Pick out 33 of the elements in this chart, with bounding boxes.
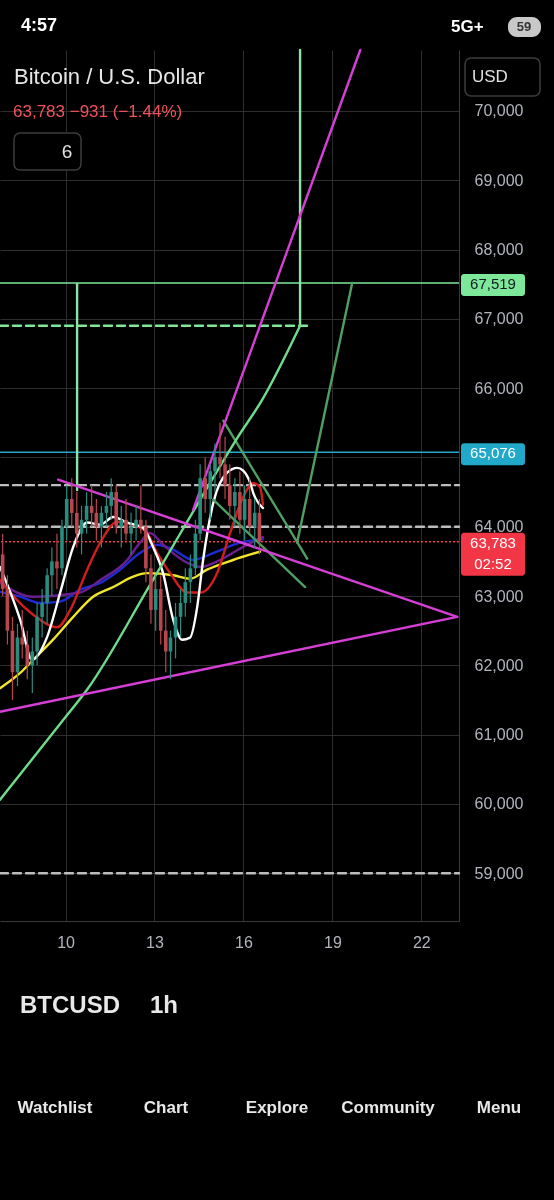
y-tick-label: 63,000 (474, 587, 524, 605)
x-tick-label: 13 (146, 933, 164, 951)
text: USD (472, 67, 508, 86)
text: Chart (143, 1098, 189, 1117)
text: 59 (516, 19, 532, 34)
y-tick-label: 68,000 (474, 241, 524, 259)
text: Menu (476, 1098, 522, 1117)
y-tick-label: 64,000 (474, 518, 524, 536)
y-tick-label: 67,000 (474, 310, 524, 328)
text: 5G+ (451, 17, 484, 36)
x-tick-label: 10 (57, 933, 76, 951)
x-tick-label: 19 (323, 933, 342, 951)
text: Explore (245, 1098, 309, 1117)
x-tick-label: 22 (412, 933, 431, 951)
text: Watchlist (17, 1098, 93, 1117)
text: Bitcoin / U.S. Dollar (14, 64, 205, 89)
text: 1h (150, 991, 179, 1018)
ref-line-label: 63,783 02:52 (470, 533, 516, 572)
y-tick-label: 59,000 (474, 864, 524, 882)
annotation: 6 (61, 141, 73, 162)
y-tick-label: 61,000 (474, 726, 524, 744)
y-tick-label: 69,000 (474, 171, 524, 189)
text: 63,783 −931 (−1.44%) (13, 102, 183, 121)
x-tick-label: 16 (235, 933, 253, 951)
y-tick-label: 60,000 (474, 795, 524, 813)
text: BTCUSD (20, 991, 120, 1018)
ref-line-label: 67,519 (470, 274, 516, 292)
ref-line-label: 65,076 (470, 444, 516, 462)
y-tick-label: 70,000 (474, 102, 524, 120)
text: 4:57 (21, 15, 58, 35)
y-tick-label: 62,000 (474, 656, 524, 674)
y-tick-label: 66,000 (474, 379, 524, 397)
text: Community (341, 1098, 436, 1117)
